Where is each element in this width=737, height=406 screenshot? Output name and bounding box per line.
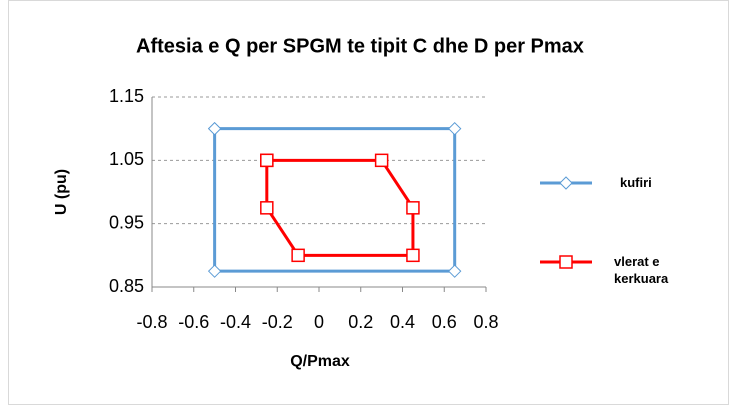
legend-marker xyxy=(559,176,573,190)
legend-label: kufiri xyxy=(620,175,652,190)
y-axis-label: U (pu) xyxy=(53,169,70,215)
point xyxy=(374,153,389,168)
y-tick-label: 1.15 xyxy=(109,86,144,106)
x-tick-label: 0.2 xyxy=(348,312,373,332)
chart-title: Aftesia e Q per SPGM te tipit C dhe D pe… xyxy=(136,35,584,57)
y-tick-label: 0.85 xyxy=(109,276,144,296)
x-tick-label: -0.8 xyxy=(136,312,167,332)
legend-marker xyxy=(559,255,573,269)
chart-border xyxy=(8,0,729,405)
point xyxy=(260,201,274,215)
point xyxy=(406,248,420,263)
point xyxy=(260,153,274,168)
x-tick-label: -0.4 xyxy=(220,312,251,332)
x-tick-label: -0.2 xyxy=(262,312,293,332)
point xyxy=(207,264,222,278)
x-tick-label: 0.6 xyxy=(432,312,457,332)
x-axis-label: Q/Pmax xyxy=(290,353,350,370)
point xyxy=(447,121,462,136)
y-tick-label: 1.05 xyxy=(109,149,144,169)
point xyxy=(406,201,420,215)
y-tick-label: 0.95 xyxy=(109,212,144,232)
x-tick-label: 0 xyxy=(314,312,324,332)
x-tick-label: 0.4 xyxy=(390,312,415,332)
point xyxy=(447,264,462,278)
series-line xyxy=(265,158,415,257)
legend-label: vlerat e kerkuara xyxy=(614,254,669,286)
point xyxy=(291,248,305,263)
x-tick-label: -0.6 xyxy=(178,312,209,332)
point xyxy=(207,121,222,136)
x-tick-label: 0.8 xyxy=(473,312,498,332)
